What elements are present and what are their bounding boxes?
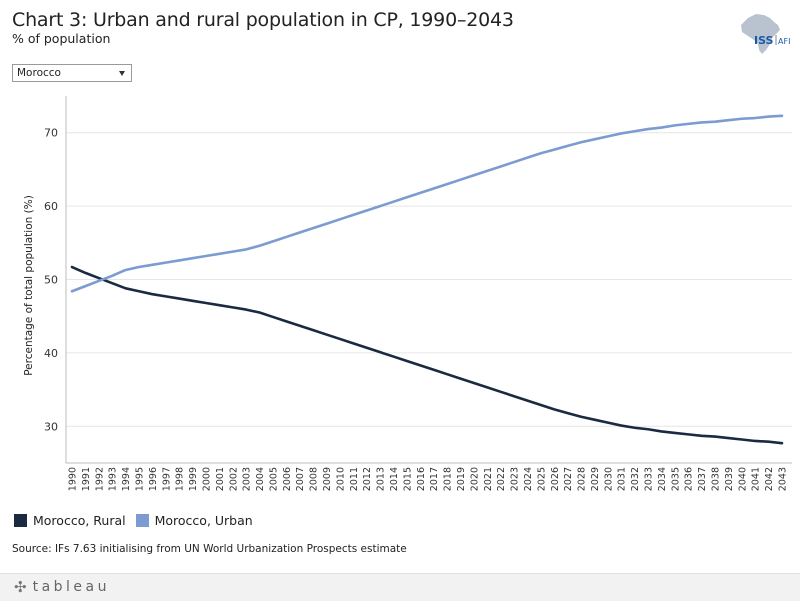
x-tick-label-2039: 2039 — [724, 467, 735, 491]
x-tick-label-2001: 2001 — [215, 467, 226, 491]
country-filter-value: Morocco — [17, 67, 61, 79]
x-tick-label-1991: 1991 — [81, 467, 92, 491]
series-line-urban — [70, 114, 784, 293]
x-tick-label-2018: 2018 — [443, 467, 454, 491]
x-tick-label-2024: 2024 — [523, 467, 534, 491]
legend-item-rural[interactable]: Morocco, Rural — [14, 513, 126, 528]
x-tick-label-2019: 2019 — [456, 467, 467, 491]
x-tick-label-2016: 2016 — [416, 467, 427, 491]
x-tick-label-2026: 2026 — [550, 467, 561, 491]
x-tick-label-2031: 2031 — [617, 467, 628, 491]
x-tick-label-2035: 2035 — [670, 467, 681, 491]
x-tick-label-1996: 1996 — [148, 467, 159, 491]
x-tick-label-2017: 2017 — [429, 467, 440, 491]
legend-label-urban: Morocco, Urban — [154, 513, 253, 528]
x-tick-label-1997: 1997 — [161, 467, 172, 491]
x-tick-label-1999: 1999 — [188, 467, 199, 491]
x-tick-label-2021: 2021 — [483, 467, 494, 491]
tableau-cross-icon: ✣ — [14, 578, 27, 596]
x-tick-label-1992: 1992 — [94, 467, 105, 491]
x-tick-label-2011: 2011 — [349, 467, 360, 491]
y-tick-label-50: 50 — [44, 274, 58, 287]
legend-item-urban[interactable]: Morocco, Urban — [135, 513, 253, 528]
x-tick-label-1990: 1990 — [68, 467, 79, 491]
country-filter-dropdown[interactable]: Morocco — [12, 64, 132, 82]
legend-swatch-urban — [135, 514, 149, 527]
x-tick-label-2025: 2025 — [536, 467, 547, 491]
x-tick-label-2000: 2000 — [201, 467, 212, 491]
chart-title: Chart 3: Urban and rural population in C… — [12, 9, 514, 31]
tableau-logo[interactable]: ✣ tableau — [14, 578, 110, 596]
x-tick-label-2041: 2041 — [751, 467, 762, 491]
x-tick-label-1995: 1995 — [134, 467, 145, 491]
series-line-rural — [70, 265, 784, 445]
y-tick-label-30: 30 — [44, 420, 58, 433]
x-tick-label-2020: 2020 — [469, 467, 480, 491]
x-tick-label-1998: 1998 — [175, 467, 186, 491]
x-tick-label-2034: 2034 — [657, 467, 668, 491]
y-tick-label-70: 70 — [44, 127, 58, 140]
x-tick-label-2008: 2008 — [309, 467, 320, 491]
logo-afi-text: AFI — [778, 37, 790, 46]
x-tick-label-2036: 2036 — [684, 467, 695, 491]
x-tick-label-2013: 2013 — [376, 467, 387, 491]
x-tick-label-2040: 2040 — [737, 467, 748, 491]
legend-label-rural: Morocco, Rural — [33, 513, 126, 528]
x-tick-label-2006: 2006 — [282, 467, 293, 491]
x-tick-label-2023: 2023 — [510, 467, 521, 491]
x-tick-label-2003: 2003 — [242, 467, 253, 491]
x-tick-label-1994: 1994 — [121, 467, 132, 491]
x-tick-label-2009: 2009 — [322, 467, 333, 491]
x-tick-label-2042: 2042 — [764, 467, 775, 491]
x-tick-label-1993: 1993 — [108, 467, 119, 491]
x-tick-label-2028: 2028 — [577, 467, 588, 491]
legend-swatch-rural — [14, 514, 27, 527]
x-tick-label-2037: 2037 — [697, 467, 708, 491]
y-axis-label: Percentage of total population (%) — [23, 195, 35, 376]
chart-subtitle: % of population — [12, 31, 111, 46]
tableau-brand-text: tableau — [32, 579, 110, 595]
x-tick-label-2004: 2004 — [255, 467, 266, 491]
logo-iss-text: ISS — [754, 34, 774, 47]
x-tick-label-2033: 2033 — [644, 467, 655, 491]
iss-afi-logo: ISS AFI — [741, 14, 790, 54]
tableau-footer: ✣ tableau — [0, 573, 800, 601]
y-tick-label-60: 60 — [44, 200, 58, 213]
x-tick-label-2012: 2012 — [362, 467, 373, 491]
x-tick-label-2007: 2007 — [295, 467, 306, 491]
source-note: Source: IFs 7.63 initialising from UN Wo… — [12, 543, 407, 555]
x-tick-label-2002: 2002 — [228, 467, 239, 491]
x-tick-label-2014: 2014 — [389, 467, 400, 491]
x-tick-label-2005: 2005 — [268, 467, 279, 491]
x-tick-label-2043: 2043 — [778, 467, 789, 491]
africa-map-icon — [741, 14, 780, 54]
x-tick-label-2010: 2010 — [335, 467, 346, 491]
line-chart: 30 40 50 60 70 Percentage of total population… — [23, 96, 792, 491]
x-tick-label-2015: 2015 — [402, 467, 413, 491]
caret-down-icon — [119, 71, 125, 76]
x-tick-label-2032: 2032 — [630, 467, 641, 491]
x-tick-label-2030: 2030 — [603, 467, 614, 491]
x-tick-label-2038: 2038 — [711, 467, 722, 491]
x-tick-label-2029: 2029 — [590, 467, 601, 491]
legend: Morocco, Rural Morocco, Urban — [14, 513, 253, 528]
x-tick-label-2022: 2022 — [496, 467, 507, 491]
y-tick-label-40: 40 — [44, 347, 58, 360]
x-tick-label-2027: 2027 — [563, 467, 574, 491]
